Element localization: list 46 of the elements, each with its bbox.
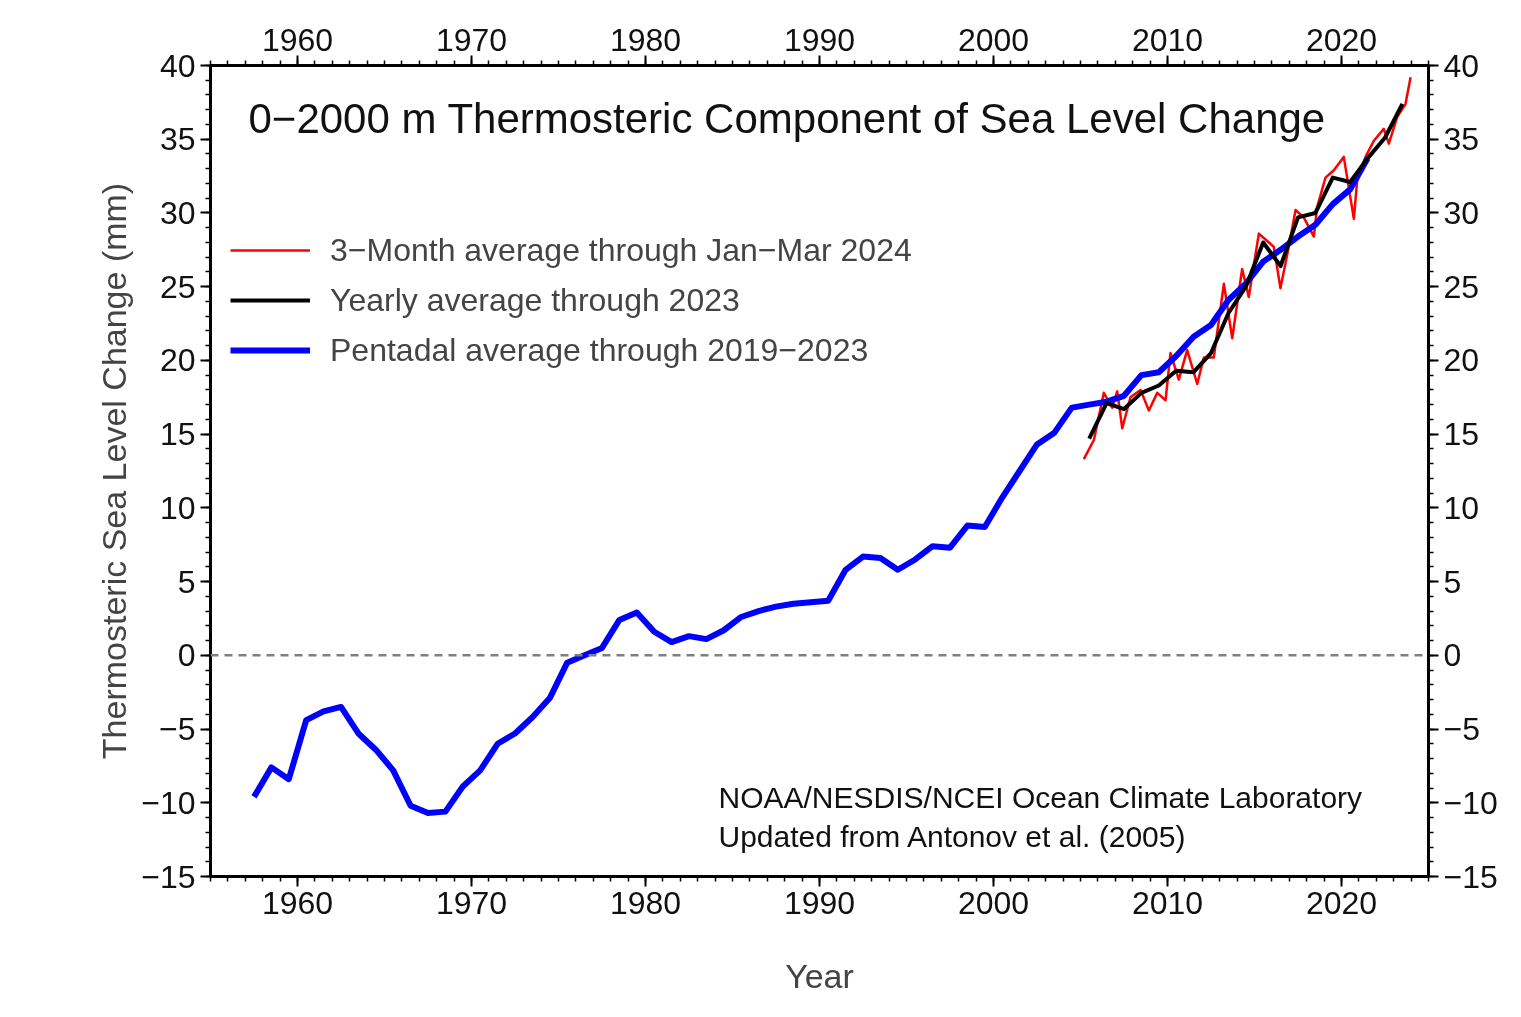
annotation: Updated from Antonov et al. (2005) <box>718 820 1186 853</box>
y-axis-title: Thermosteric Sea Level Change (mm) <box>95 182 134 760</box>
legend-label: Pentadal average through 2019−2023 <box>330 330 869 370</box>
x-tick-label: 1980 <box>609 21 682 58</box>
y-tick-label: −5 <box>159 711 196 748</box>
x-tick-label: 1990 <box>783 21 856 58</box>
legend-label: Yearly average through 2023 <box>330 280 740 320</box>
y-tick-label: 20 <box>159 342 196 379</box>
x-axis-title: Year <box>785 956 854 995</box>
y2-tick-label: 35 <box>1443 121 1480 158</box>
y-tick-label: 40 <box>159 47 196 84</box>
x2-tick-label: 1970 <box>435 884 508 921</box>
y2-tick-label: 15 <box>1443 416 1480 453</box>
y2-tick-label: 30 <box>1443 194 1480 231</box>
y2-tick-label: 25 <box>1443 268 1480 305</box>
text: 0−2000 m Thermosteric Component of Sea Level Change <box>248 95 1326 142</box>
y-tick-label: −15 <box>141 858 196 895</box>
y2-tick-label: −10 <box>1443 784 1498 821</box>
y2-tick-label: −5 <box>1443 711 1480 748</box>
x2-tick-label: 2010 <box>1131 884 1204 921</box>
x-tick-label: 2010 <box>1131 21 1204 58</box>
y-tick-label: 25 <box>159 268 196 305</box>
y-tick-label: 5 <box>177 563 196 600</box>
y-tick-label: 0 <box>177 637 196 674</box>
y2-tick-label: 0 <box>1443 637 1462 674</box>
x2-tick-label: 1980 <box>609 884 682 921</box>
x2-tick-label: 1990 <box>783 884 856 921</box>
y2-tick-label: 5 <box>1443 563 1462 600</box>
y2-tick-label: 20 <box>1443 342 1480 379</box>
x-tick-label: 1970 <box>435 21 508 58</box>
x-tick-label: 2020 <box>1305 21 1378 58</box>
y2-tick-label: −15 <box>1443 858 1498 895</box>
x2-tick-label: 1960 <box>261 884 334 921</box>
y-tick-label: 30 <box>159 194 196 231</box>
y2-tick-label: 40 <box>1443 47 1480 84</box>
legend-label: 3−Month average through Jan−Mar 2024 <box>330 230 912 270</box>
x2-tick-label: 2020 <box>1305 884 1378 921</box>
y-tick-label: −10 <box>141 784 196 821</box>
x-tick-label: 2000 <box>957 21 1030 58</box>
y-tick-label: 15 <box>159 416 196 453</box>
y-tick-label: 35 <box>159 121 196 158</box>
x2-tick-label: 2000 <box>957 884 1030 921</box>
x-tick-label: 1960 <box>261 21 334 58</box>
y2-tick-label: 10 <box>1443 489 1480 526</box>
annotation: NOAA/NESDIS/NCEI Ocean Climate Laboratory <box>718 781 1363 814</box>
y-tick-label: 10 <box>159 489 196 526</box>
